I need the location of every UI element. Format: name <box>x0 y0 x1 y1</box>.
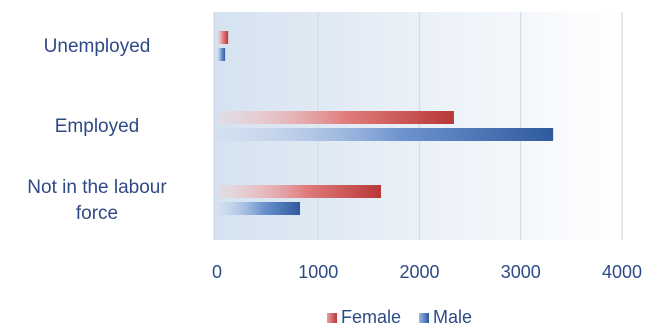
legend-swatch <box>419 313 429 323</box>
bar-male <box>217 202 301 215</box>
bars <box>217 31 554 215</box>
bar-female <box>217 185 382 198</box>
bar-female <box>217 31 229 44</box>
legend-label: Female <box>341 307 401 327</box>
bar-male <box>217 48 226 61</box>
gridlines <box>317 12 623 240</box>
category-label: Employed <box>55 116 140 137</box>
bar-male <box>217 128 554 141</box>
category-label-line: Not in the labour <box>27 177 167 198</box>
category-label: Unemployed <box>44 36 151 57</box>
legend-label: Male <box>433 307 472 327</box>
x-tick-labels: 0 1000 2000 3000 4000 <box>212 262 642 282</box>
x-tick-label: 2000 <box>399 262 439 282</box>
category-label-line: force <box>76 203 118 224</box>
legend: Female Male <box>327 307 472 327</box>
bar-female <box>217 111 454 124</box>
x-tick-label: 3000 <box>501 262 541 282</box>
legend-swatch <box>327 313 337 323</box>
category-label: Not in the labour force <box>27 177 167 224</box>
x-tick-label: 1000 <box>298 262 338 282</box>
category-label-line: Unemployed <box>44 36 151 57</box>
legend-item-female: Female <box>327 307 401 327</box>
category-label-line: Employed <box>55 116 140 137</box>
x-tick-label: 4000 <box>602 262 642 282</box>
legend-item-male: Male <box>419 307 472 327</box>
category-labels: Unemployed Employed Not in the labour force <box>27 36 167 224</box>
x-tick-label: 0 <box>212 262 222 282</box>
